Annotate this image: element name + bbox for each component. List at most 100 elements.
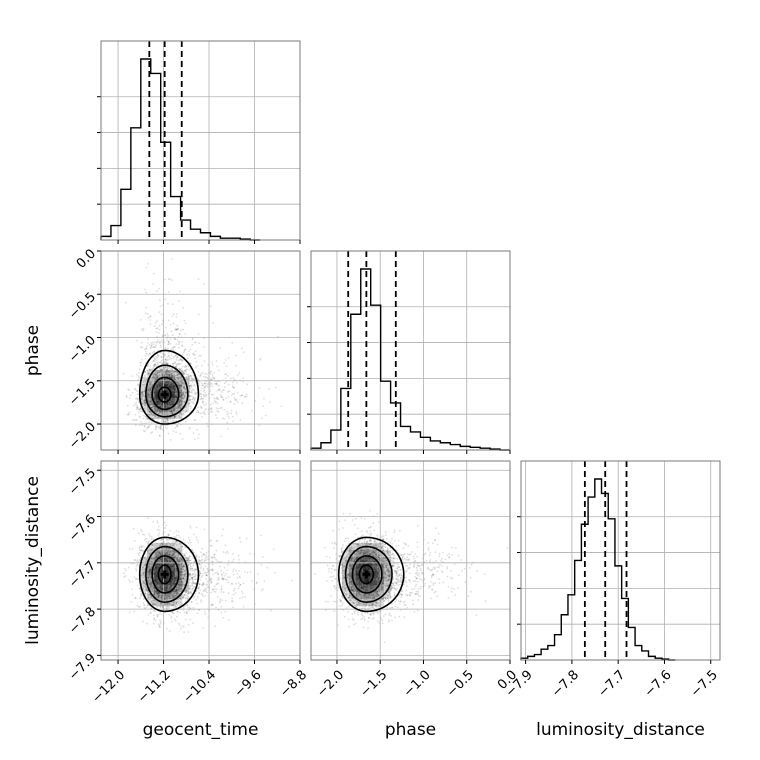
scatter-point bbox=[158, 287, 160, 290]
scatter-point bbox=[215, 382, 218, 385]
scatter-point bbox=[167, 370, 170, 373]
scatter-point bbox=[196, 409, 199, 412]
scatter-point bbox=[148, 540, 150, 542]
scatter-point bbox=[179, 406, 181, 409]
scatter-point bbox=[152, 283, 155, 285]
scatter-point bbox=[231, 381, 234, 384]
scatter-point bbox=[196, 364, 199, 367]
scatter-point bbox=[216, 365, 219, 368]
scatter-point bbox=[181, 397, 184, 400]
scatter-point bbox=[168, 369, 171, 372]
scatter-point bbox=[200, 398, 203, 400]
density-cell bbox=[154, 370, 162, 378]
scatter-point bbox=[201, 371, 204, 374]
scatter-point bbox=[176, 610, 179, 613]
scatter-point bbox=[191, 583, 194, 586]
scatter-point bbox=[131, 594, 134, 596]
scatter-point bbox=[165, 524, 168, 527]
scatter-point bbox=[131, 588, 133, 590]
scatter-point bbox=[154, 363, 157, 366]
scatter-point bbox=[164, 382, 166, 384]
scatter-point bbox=[174, 365, 177, 368]
scatter-point bbox=[153, 405, 156, 408]
scatter-point bbox=[179, 404, 182, 407]
scatter-point bbox=[131, 391, 134, 394]
scatter-point bbox=[254, 400, 257, 402]
scatter-point bbox=[166, 538, 169, 541]
scatter-point bbox=[164, 358, 167, 360]
scatter-point bbox=[140, 328, 143, 331]
scatter-point bbox=[138, 408, 141, 411]
scatter-point bbox=[176, 381, 179, 384]
scatter-point bbox=[204, 372, 207, 375]
scatter-point bbox=[149, 352, 151, 355]
scatter-point bbox=[157, 339, 160, 341]
scatter-point bbox=[237, 554, 240, 557]
scatter-point bbox=[181, 389, 184, 391]
scatter-point bbox=[231, 597, 234, 600]
scatter-point bbox=[165, 371, 168, 373]
scatter-point bbox=[156, 361, 159, 364]
scatter-point bbox=[177, 406, 180, 409]
scatter-point bbox=[191, 398, 194, 401]
scatter-point bbox=[152, 376, 155, 379]
scatter-point bbox=[157, 534, 160, 536]
scatter-point bbox=[169, 439, 172, 441]
scatter-point bbox=[127, 412, 130, 415]
scatter-point bbox=[170, 354, 173, 356]
scatter-point bbox=[222, 398, 225, 401]
scatter-point bbox=[200, 601, 203, 603]
scatter-point bbox=[153, 357, 156, 360]
scatter-point bbox=[200, 599, 202, 602]
scatter-point bbox=[201, 384, 204, 387]
scatter-point bbox=[189, 567, 191, 570]
scatter-point bbox=[150, 400, 153, 403]
scatter-point bbox=[172, 346, 175, 349]
scatter-point bbox=[226, 411, 229, 413]
scatter-point bbox=[152, 614, 155, 617]
scatter-point bbox=[227, 383, 230, 386]
scatter-point bbox=[148, 421, 151, 423]
scatter-point bbox=[144, 358, 147, 360]
scatter-point bbox=[180, 381, 183, 384]
scatter-point bbox=[202, 375, 205, 378]
scatter-point bbox=[211, 411, 213, 413]
scatter-point bbox=[146, 517, 149, 519]
scatter-point bbox=[190, 601, 193, 603]
scatter-point bbox=[135, 389, 138, 392]
scatter-point bbox=[170, 411, 173, 413]
scatter-point bbox=[128, 548, 131, 551]
scatter-point bbox=[222, 617, 225, 619]
scatter-point bbox=[236, 381, 238, 384]
scatter-point bbox=[157, 425, 160, 428]
scatter-point bbox=[173, 409, 175, 412]
scatter-point bbox=[227, 576, 229, 578]
scatter-point bbox=[183, 370, 186, 373]
scatter-point bbox=[156, 364, 159, 367]
scatter-point bbox=[187, 609, 190, 612]
scatter-point bbox=[189, 566, 192, 568]
scatter-point bbox=[181, 370, 183, 373]
scatter-point bbox=[188, 375, 190, 378]
scatter-point bbox=[140, 341, 143, 344]
scatter-point bbox=[220, 391, 223, 393]
scatter-point bbox=[203, 395, 206, 398]
scatter-point bbox=[134, 424, 137, 427]
scatter-point bbox=[174, 345, 176, 348]
scatter-point bbox=[220, 585, 223, 587]
scatter-point bbox=[146, 428, 148, 430]
scatter-point bbox=[188, 382, 191, 384]
scatter-point bbox=[185, 376, 188, 379]
scatter-point bbox=[262, 556, 264, 558]
scatter-point bbox=[159, 622, 162, 625]
scatter-point bbox=[225, 599, 227, 602]
scatter-point bbox=[176, 425, 179, 427]
scatter-point bbox=[167, 291, 170, 293]
scatter-point bbox=[213, 377, 216, 380]
scatter-point bbox=[222, 591, 225, 594]
scatter-point bbox=[184, 348, 186, 351]
scatter-point bbox=[193, 384, 195, 386]
scatter-point bbox=[199, 354, 202, 357]
scatter-point bbox=[149, 410, 152, 413]
scatter-point bbox=[213, 555, 216, 558]
